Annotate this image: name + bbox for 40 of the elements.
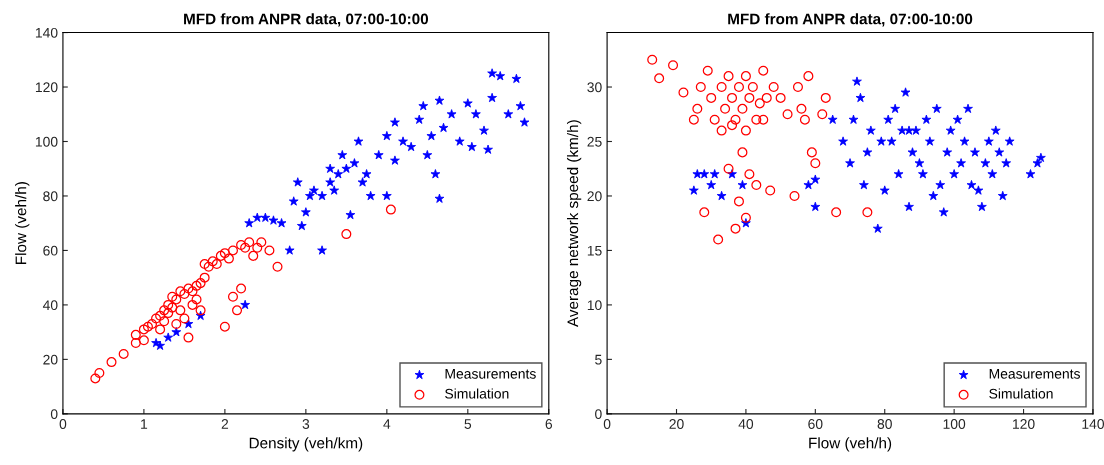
x-tick-label: 120 bbox=[1013, 419, 1035, 429]
chart-title: MFD from ANPR data, 07:00-10:00 bbox=[184, 13, 429, 27]
y-tick-label: 25 bbox=[587, 136, 602, 147]
x-axis-title: Density (veh/km) bbox=[249, 437, 363, 452]
y-tick-label: 140 bbox=[35, 27, 58, 38]
x-tick-label: 1 bbox=[141, 419, 148, 429]
legend-label: Simulation bbox=[445, 388, 509, 399]
y-tick-label: 20 bbox=[587, 191, 602, 202]
x-tick-label: 2 bbox=[221, 419, 229, 429]
y-tick-label: 0 bbox=[595, 409, 602, 420]
x-tick-label: 3 bbox=[302, 419, 310, 429]
x-axis-title: Flow (veh/h) bbox=[809, 437, 892, 452]
x-tick-label: 20 bbox=[669, 419, 684, 429]
x-tick-label: 6 bbox=[545, 419, 553, 429]
chart-title: MFD from ANPR data, 07:00-10:00 bbox=[728, 13, 973, 27]
x-tick-label: 40 bbox=[738, 419, 754, 429]
y-tick-label: 15 bbox=[587, 245, 602, 256]
x-tick-label: 80 bbox=[877, 419, 892, 429]
y-axis-title: Average network speed (km/h) bbox=[566, 120, 582, 328]
legend-label: Measurements bbox=[445, 369, 536, 379]
y-tick-label: 5 bbox=[595, 354, 602, 365]
x-tick-label: 4 bbox=[383, 419, 391, 429]
x-tick-label: 140 bbox=[1082, 419, 1104, 429]
y-tick-label: 20 bbox=[43, 354, 58, 365]
legend-label: Simulation bbox=[989, 388, 1053, 399]
x-tick-label: 0 bbox=[603, 419, 611, 429]
y-tick-label: 100 bbox=[35, 136, 58, 147]
x-tick-label: 5 bbox=[464, 419, 472, 429]
y-tick-label: 10 bbox=[587, 300, 602, 311]
y-tick-label: 80 bbox=[43, 191, 58, 202]
y-tick-label: 60 bbox=[43, 245, 58, 256]
x-tick-label: 60 bbox=[808, 419, 823, 429]
y-tick-label: 30 bbox=[587, 82, 602, 93]
x-tick-label: 100 bbox=[943, 419, 966, 429]
y-tick-label: 40 bbox=[42, 300, 58, 311]
y-tick-label: 120 bbox=[35, 82, 58, 93]
x-tick-label: 0 bbox=[59, 419, 67, 429]
y-axis-title: Flow (veh/h) bbox=[15, 182, 30, 264]
legend-label: Measurements bbox=[989, 369, 1080, 379]
y-tick-label: 0 bbox=[50, 409, 58, 420]
